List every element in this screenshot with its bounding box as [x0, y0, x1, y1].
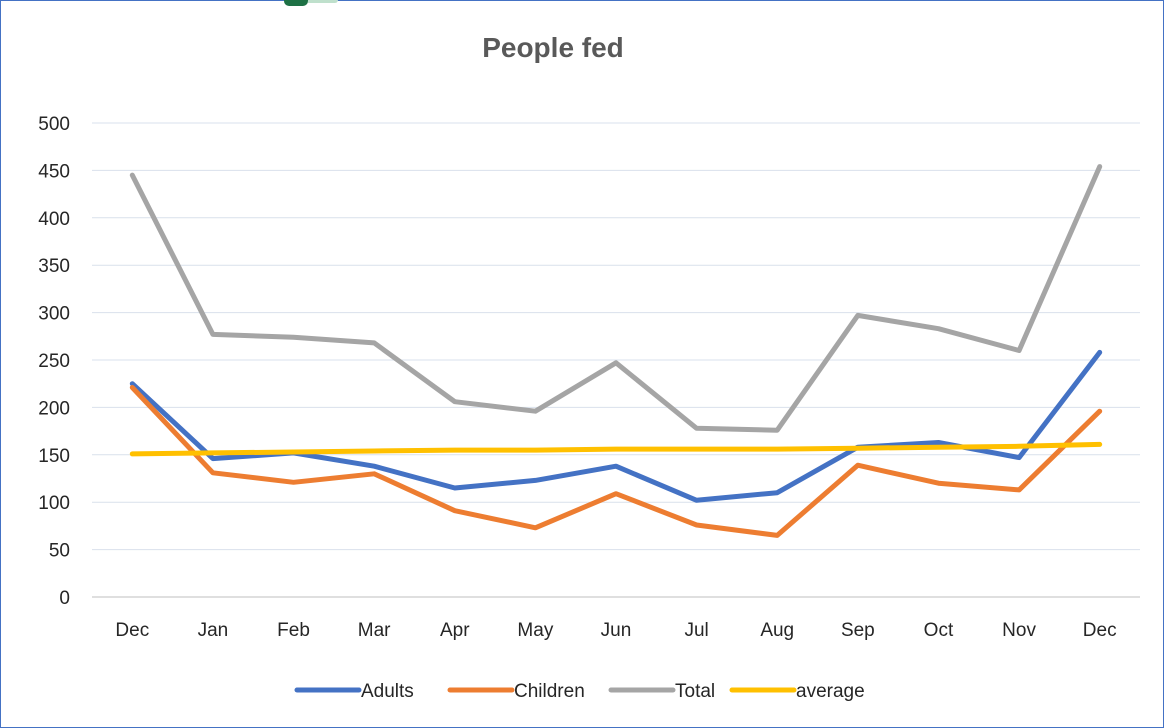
series-line-children[interactable]	[129, 385, 1103, 538]
y-axis-ticks: 0 50 100 150 200 250 300 350 400 450 500	[38, 114, 70, 609]
legend-label: Children	[514, 681, 585, 702]
x-tick-label: Nov	[1002, 620, 1036, 641]
series-lines	[129, 164, 1103, 538]
y-tick-label: 400	[38, 209, 70, 230]
x-tick-label: Dec	[1083, 620, 1117, 641]
x-tick-label: Jun	[601, 620, 632, 641]
legend: Adults Children Total average	[294, 681, 865, 702]
chart-title: People fed	[482, 32, 624, 63]
x-tick-label: Mar	[358, 620, 391, 641]
y-tick-label: 250	[38, 351, 70, 372]
legend-label: Adults	[361, 681, 414, 702]
y-tick-label: 100	[38, 493, 70, 514]
x-tick-label: Oct	[924, 620, 954, 641]
y-tick-label: 50	[49, 541, 70, 562]
y-tick-label: 200	[38, 398, 70, 419]
x-tick-label: Jan	[198, 620, 229, 641]
x-tick-label: Sep	[841, 620, 875, 641]
y-tick-label: 450	[38, 161, 70, 182]
x-tick-label: May	[517, 620, 553, 641]
x-tick-label: Apr	[440, 620, 470, 641]
legend-label: Total	[675, 681, 715, 702]
excel-logo-shadow	[308, 0, 338, 3]
y-tick-label: 500	[38, 114, 70, 135]
y-tick-label: 350	[38, 256, 70, 277]
series-line-average[interactable]	[129, 441, 1103, 457]
series-line-total[interactable]	[129, 164, 1103, 433]
excel-logo-icon	[284, 0, 308, 6]
x-tick-label: Dec	[115, 620, 149, 641]
y-tick-label: 0	[59, 588, 70, 609]
y-tick-label: 300	[38, 304, 70, 325]
legend-label: average	[796, 681, 865, 702]
y-tick-label: 150	[38, 446, 70, 467]
gridlines	[92, 122, 1140, 598]
x-tick-label: Feb	[277, 620, 310, 641]
x-tick-label: Jul	[684, 620, 708, 641]
x-tick-label: Aug	[760, 620, 794, 641]
x-axis-ticks: Dec Jan Feb Mar Apr May Jun Jul Aug Sep Oct Nov Dec	[115, 620, 1116, 641]
